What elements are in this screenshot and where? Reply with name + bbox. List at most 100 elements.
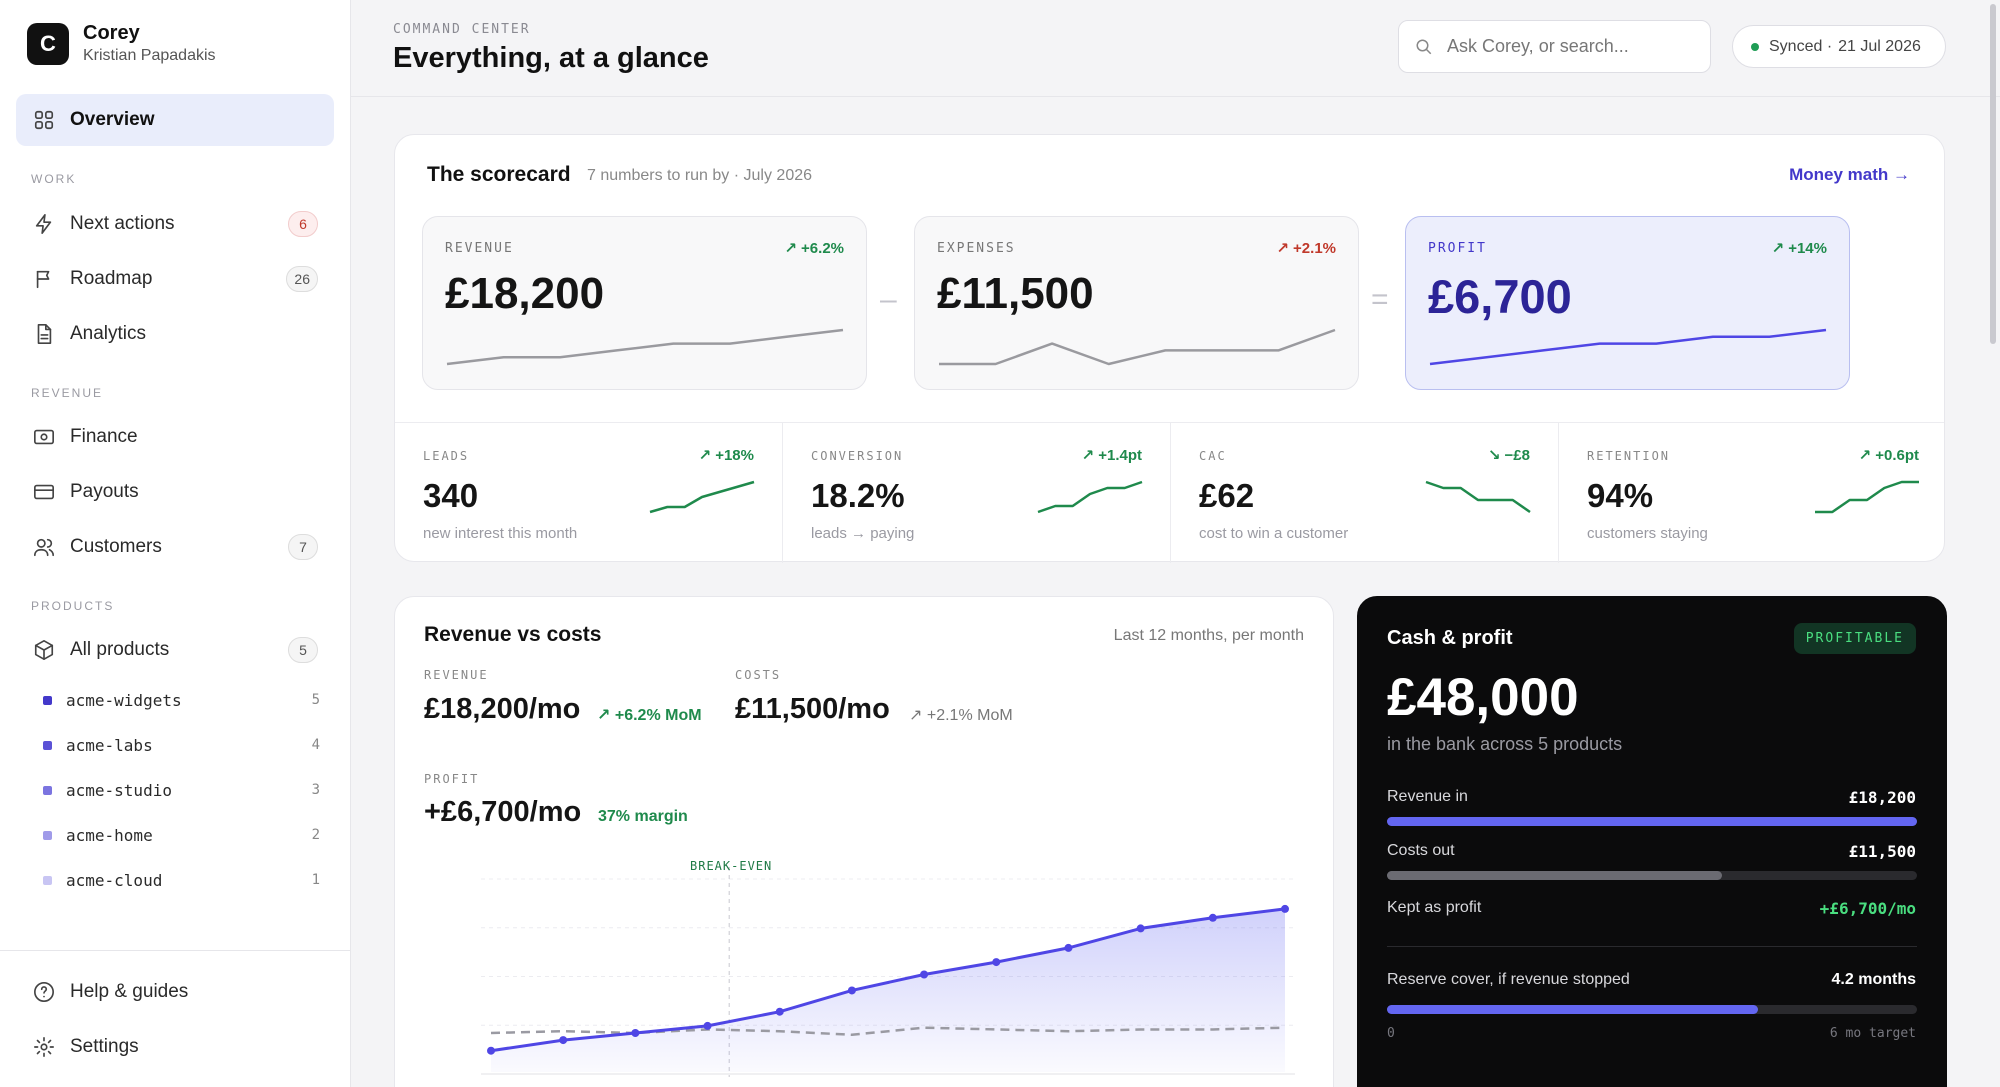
sync-status[interactable]: Synced · 21 Jul 2026 — [1732, 25, 1946, 68]
money-math-link[interactable]: Money math → — [1789, 165, 1910, 184]
revenue-in-bar — [1387, 817, 1917, 826]
product-count: 5 — [311, 692, 320, 708]
kpi-note: new interest this month — [423, 525, 578, 542]
product-name: acme-labs — [66, 735, 153, 755]
costs-out-value: £11,500 — [1848, 842, 1916, 861]
minus-operator: – — [880, 283, 897, 316]
product-item[interactable]: acme-labs 4 — [43, 730, 320, 760]
revenue-data-point — [631, 1029, 640, 1037]
cash-profit-card: Cash & profit PROFITABLE £48,000 in the … — [1357, 596, 1947, 1087]
sparkline-path — [1037, 480, 1143, 514]
sidebar-count-badge: 7 — [288, 534, 318, 560]
product-name: acme-home — [66, 825, 153, 845]
product-item[interactable]: acme-cloud 1 — [43, 865, 320, 895]
kpi-value: 18.2% — [811, 477, 905, 514]
product-name: acme-cloud — [66, 870, 163, 890]
revenue-data-point — [559, 1036, 568, 1045]
credit-card-icon — [32, 480, 56, 504]
sidebar-item-settings[interactable]: Settings — [16, 1021, 334, 1073]
sidebar-item-label: Overview — [70, 109, 155, 130]
product-item[interactable]: acme-widgets 5 — [43, 685, 320, 715]
product-count: 1 — [311, 872, 320, 888]
page-header: COMMAND CENTER Everything, at a glance A… — [351, 0, 2000, 97]
sidebar-item-label: Next actions — [70, 213, 175, 234]
kpi-value: 340 — [423, 477, 479, 514]
kpi-sparkline — [1425, 480, 1531, 514]
revenue-metric-card[interactable]: REVENUE ↗ +6.2% £18,200 — [422, 216, 867, 390]
profit-metric-card[interactable]: PROFIT ↗ +14% £6,700 — [1405, 216, 1850, 390]
lightning-icon — [32, 212, 56, 236]
kpi-conversion[interactable]: CONVERSION ↗ +1.4pt 18.2% leads → paying — [783, 423, 1171, 563]
sidebar-item-payouts[interactable]: Payouts — [16, 466, 334, 518]
revenue-data-point — [1281, 904, 1289, 913]
product-color-dot — [43, 740, 52, 750]
box-icon — [32, 638, 56, 662]
product-item[interactable]: acme-home 2 — [43, 820, 320, 850]
product-count: 4 — [311, 737, 320, 753]
sidebar-item-customers[interactable]: Customers 7 — [16, 521, 334, 573]
sidebar-item-all-products[interactable]: All products 5 — [16, 624, 334, 676]
product-color-dot — [43, 875, 52, 885]
revenue-data-point — [1064, 943, 1073, 952]
rvc-profit-label: PROFIT — [424, 772, 480, 786]
reserve-scale-min: 0 — [1387, 1026, 1395, 1041]
metric-delta: ↗ +14% — [1771, 240, 1827, 257]
sidebar-item-next-actions[interactable]: Next actions 6 — [16, 198, 334, 250]
rvc-title: Revenue vs costs — [424, 623, 602, 646]
product-name: acme-widgets — [66, 690, 182, 710]
scrollbar-thumb[interactable] — [1990, 4, 1996, 344]
product-color-dot — [43, 830, 52, 840]
rvc-revenue-label: REVENUE — [424, 668, 489, 682]
metric-value: £11,500 — [937, 269, 1094, 318]
kpi-note: leads → paying — [811, 525, 915, 542]
kpi-leads[interactable]: LEADS ↗ +18% 340 new interest this month — [395, 423, 783, 563]
costs-series-line — [490, 1026, 1286, 1037]
kpi-sparkline — [649, 480, 755, 514]
scorecard-title: The scorecard — [427, 163, 571, 186]
brand[interactable]: C Corey Kristian Papadakis — [27, 22, 216, 65]
revenue-series-line — [490, 907, 1286, 1053]
sparkline-path — [446, 328, 844, 366]
gear-icon — [32, 1035, 56, 1059]
scrollbar[interactable] — [1988, 0, 1998, 1087]
cash-title: Cash & profit — [1387, 627, 1513, 649]
banknote-icon — [32, 425, 56, 449]
revenue-data-point — [487, 1046, 495, 1055]
kpi-cac[interactable]: CAC ↘ −£8 £62 cost to win a customer — [1171, 423, 1559, 563]
kpi-sparkline — [1037, 480, 1143, 514]
sync-date: 21 Jul 2026 — [1838, 37, 1921, 55]
kpi-sparkline — [1815, 480, 1919, 514]
reserve-bar — [1387, 1005, 1917, 1014]
reserve-label: Reserve cover, if revenue stopped — [1387, 971, 1630, 988]
sidebar-item-finance[interactable]: Finance — [16, 411, 334, 463]
flag-icon — [32, 267, 56, 291]
expenses-sparkline — [939, 328, 1336, 366]
rvc-profit-value: +£6,700/mo — [424, 796, 582, 828]
sidebar-item-label: All products — [70, 639, 170, 660]
revenue-in-bar-fill — [1387, 817, 1917, 826]
sidebar-item-label: Customers — [70, 536, 162, 557]
nav-section-products: PRODUCTS — [31, 599, 115, 613]
nav-section-work: WORK — [31, 172, 77, 186]
product-item[interactable]: acme-studio 3 — [43, 775, 320, 805]
document-icon — [32, 322, 56, 346]
reserve-value: 4.2 months — [1831, 971, 1916, 988]
rvc-period: Last 12 months, per month — [1113, 627, 1304, 644]
brand-name: Corey — [83, 22, 140, 44]
metric-label: REVENUE — [445, 241, 514, 256]
sidebar-item-help[interactable]: Help & guides — [16, 966, 334, 1018]
expenses-metric-card[interactable]: EXPENSES ↗ +2.1% £11,500 — [914, 216, 1359, 390]
search-input[interactable]: Ask Corey, or search... — [1398, 20, 1711, 73]
sidebar-item-analytics[interactable]: Analytics — [16, 308, 334, 360]
rvc-costs-label: COSTS — [735, 668, 782, 682]
kpi-note: cost to win a customer — [1199, 525, 1349, 542]
kpi-label: CAC — [1199, 449, 1227, 463]
sidebar-item-roadmap[interactable]: Roadmap 26 — [16, 253, 334, 305]
sidebar-item-overview[interactable]: Overview — [16, 94, 334, 146]
kpi-delta: ↘ −£8 — [1487, 447, 1530, 464]
kpi-value: £62 — [1199, 477, 1255, 514]
status-badge: PROFITABLE — [1793, 623, 1916, 654]
sync-label: Synced · — [1769, 37, 1833, 55]
kpi-label: LEADS — [423, 449, 470, 463]
kpi-retention[interactable]: RETENTION ↗ +0.6pt 94% customers staying — [1559, 423, 1947, 563]
